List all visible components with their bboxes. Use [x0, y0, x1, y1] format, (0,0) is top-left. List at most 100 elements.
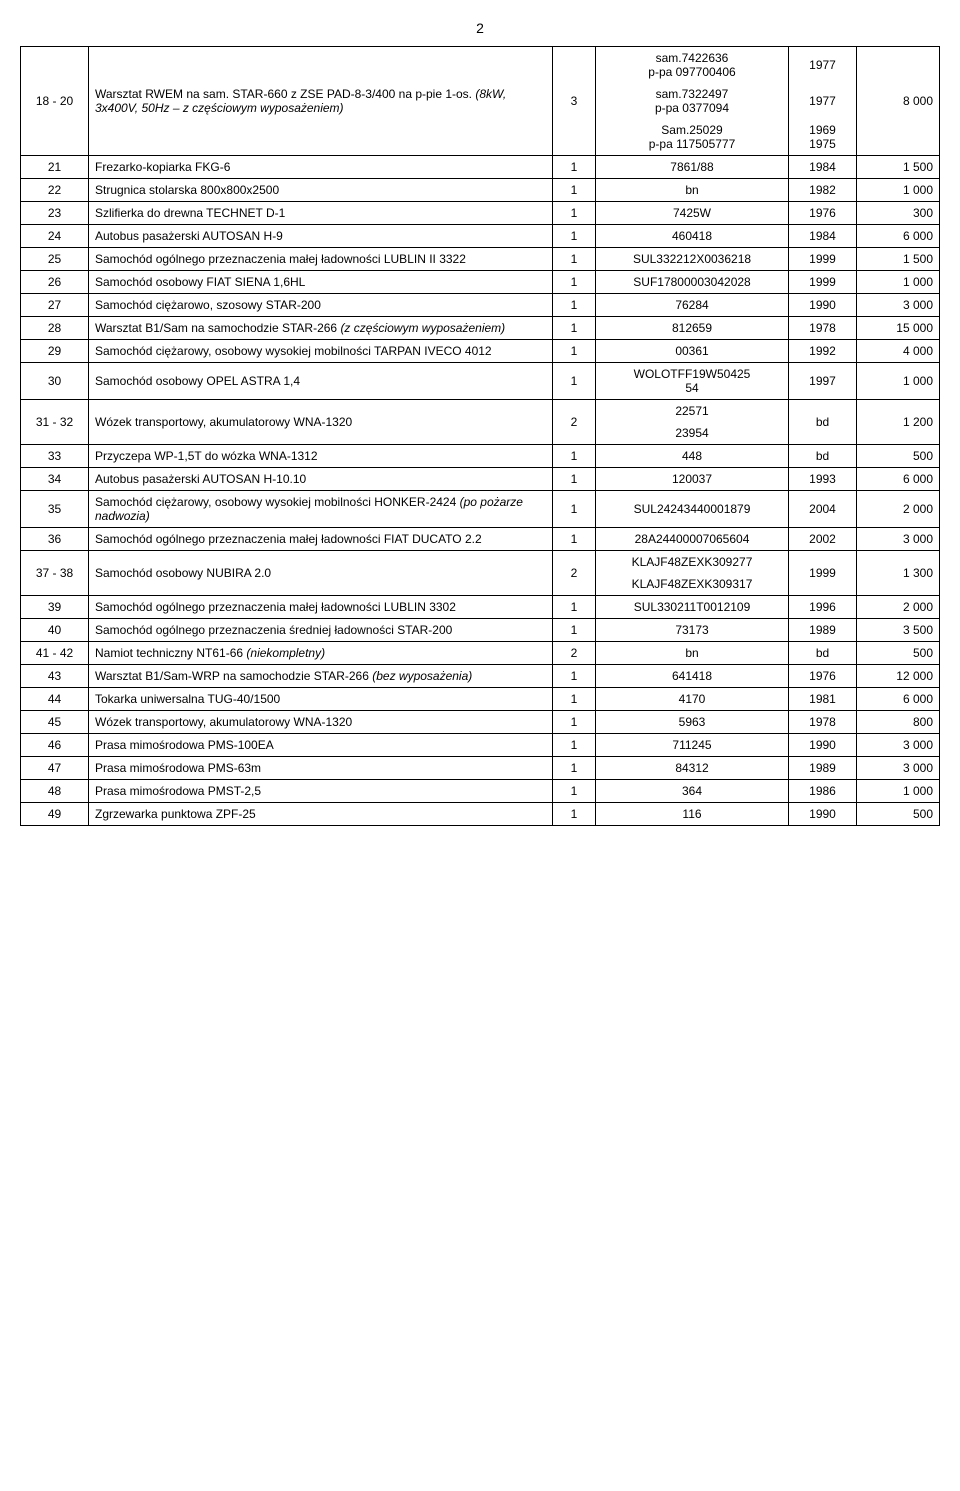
row-serial: bn	[596, 642, 789, 665]
row-serial: SUF17800003042028	[596, 271, 789, 294]
row-price: 3 000	[857, 757, 940, 780]
row-number: 33	[21, 445, 89, 468]
row-year: 1999	[789, 551, 857, 596]
row-number: 48	[21, 780, 89, 803]
table-row: 35Samochód ciężarowy, osobowy wysokiej m…	[21, 491, 940, 528]
row-price: 8 000	[857, 47, 940, 156]
table-row: 47Prasa mimośrodowa PMS-63m18431219893 0…	[21, 757, 940, 780]
row-year: 1992	[789, 340, 857, 363]
row-price: 3 000	[857, 294, 940, 317]
row-qty: 1	[553, 596, 596, 619]
row-qty: 1	[553, 179, 596, 202]
row-number: 22	[21, 179, 89, 202]
row-year: 1986	[789, 780, 857, 803]
row-serial: 4170	[596, 688, 789, 711]
row-description: Samochód ogólnego przeznaczenia średniej…	[89, 619, 553, 642]
row-qty: 1	[553, 317, 596, 340]
row-qty: 1	[553, 780, 596, 803]
row-price: 800	[857, 711, 940, 734]
row-price: 3 000	[857, 734, 940, 757]
row-description: Prasa mimośrodowa PMS-63m	[89, 757, 553, 780]
row-price: 3 000	[857, 528, 940, 551]
row-description: Tokarka uniwersalna TUG-40/1500	[89, 688, 553, 711]
row-price: 3 500	[857, 619, 940, 642]
table-row: 41 - 42Namiot techniczny NT61-66 (niekom…	[21, 642, 940, 665]
table-row: 40Samochód ogólnego przeznaczenia średni…	[21, 619, 940, 642]
row-number: 30	[21, 363, 89, 400]
row-price: 1 000	[857, 363, 940, 400]
row-serial: 711245	[596, 734, 789, 757]
row-year: 19691975	[789, 119, 857, 156]
table-row: 22Strugnica stolarska 800x800x25001bn198…	[21, 179, 940, 202]
row-description: Warsztat B1/Sam na samochodzie STAR-266 …	[89, 317, 553, 340]
row-price: 2 000	[857, 491, 940, 528]
table-row: 31 - 32Wózek transportowy, akumulatorowy…	[21, 400, 940, 423]
row-serial: 5963	[596, 711, 789, 734]
row-description: Szlifierka do drewna TECHNET D-1	[89, 202, 553, 225]
row-price: 15 000	[857, 317, 940, 340]
table-row: 49Zgrzewarka punktowa ZPF-2511161990500	[21, 803, 940, 826]
row-qty: 1	[553, 271, 596, 294]
table-row: 23Szlifierka do drewna TECHNET D-117425W…	[21, 202, 940, 225]
table-row: 21Frezarko-kopiarka FKG-617861/8819841 5…	[21, 156, 940, 179]
row-qty: 1	[553, 803, 596, 826]
row-qty: 1	[553, 711, 596, 734]
row-price: 1 000	[857, 271, 940, 294]
row-description: Samochód osobowy NUBIRA 2.0	[89, 551, 553, 596]
row-serial: 22571	[596, 400, 789, 423]
row-description: Autobus pasażerski AUTOSAN H-10.10	[89, 468, 553, 491]
row-number: 28	[21, 317, 89, 340]
row-price: 500	[857, 803, 940, 826]
row-number: 27	[21, 294, 89, 317]
row-number: 18 - 20	[21, 47, 89, 156]
row-serial: KLAJF48ZEXK309277	[596, 551, 789, 574]
row-description: Samochód ogólnego przeznaczenia małej ła…	[89, 596, 553, 619]
row-description: Przyczepa WP-1,5T do wózka WNA-1312	[89, 445, 553, 468]
row-price: 1 500	[857, 156, 940, 179]
table-row: 48Prasa mimośrodowa PMST-2,5136419861 00…	[21, 780, 940, 803]
row-price: 300	[857, 202, 940, 225]
row-number: 36	[21, 528, 89, 551]
row-year: 2004	[789, 491, 857, 528]
row-description: Autobus pasażerski AUTOSAN H-9	[89, 225, 553, 248]
row-number: 39	[21, 596, 89, 619]
table-row: 18 - 20Warsztat RWEM na sam. STAR-660 z …	[21, 47, 940, 84]
row-description: Wózek transportowy, akumulatorowy WNA-13…	[89, 711, 553, 734]
row-qty: 1	[553, 340, 596, 363]
row-serial: 460418	[596, 225, 789, 248]
row-qty: 1	[553, 468, 596, 491]
row-serial: 73173	[596, 619, 789, 642]
row-serial: 28A24400007065604	[596, 528, 789, 551]
row-qty: 1	[553, 757, 596, 780]
row-price: 2 000	[857, 596, 940, 619]
row-year: 1984	[789, 156, 857, 179]
row-price: 4 000	[857, 340, 940, 363]
row-year: 1978	[789, 711, 857, 734]
row-number: 23	[21, 202, 89, 225]
row-year: 1978	[789, 317, 857, 340]
row-year: bd	[789, 400, 857, 445]
row-description: Prasa mimośrodowa PMS-100EA	[89, 734, 553, 757]
row-year: 1976	[789, 665, 857, 688]
table-row: 43Warsztat B1/Sam-WRP na samochodzie STA…	[21, 665, 940, 688]
row-qty: 1	[553, 225, 596, 248]
row-year: 1977	[789, 47, 857, 84]
table-row: 45Wózek transportowy, akumulatorowy WNA-…	[21, 711, 940, 734]
table-row: 34Autobus pasażerski AUTOSAN H-10.101120…	[21, 468, 940, 491]
row-description: Samochód ciężarowy, osobowy wysokiej mob…	[89, 340, 553, 363]
row-price: 1 000	[857, 179, 940, 202]
row-description: Samochód ogólnego przeznaczenia małej ła…	[89, 528, 553, 551]
row-description: Frezarko-kopiarka FKG-6	[89, 156, 553, 179]
table-row: 36Samochód ogólnego przeznaczenia małej …	[21, 528, 940, 551]
row-serial: bn	[596, 179, 789, 202]
row-number: 29	[21, 340, 89, 363]
row-number: 21	[21, 156, 89, 179]
row-year: 1997	[789, 363, 857, 400]
row-number: 25	[21, 248, 89, 271]
row-qty: 1	[553, 363, 596, 400]
row-description: Warsztat RWEM na sam. STAR-660 z ZSE PAD…	[89, 47, 553, 156]
row-serial: sam.7322497p-pa 0377094	[596, 83, 789, 119]
row-year: 1999	[789, 271, 857, 294]
row-price: 1 300	[857, 551, 940, 596]
row-year: 1982	[789, 179, 857, 202]
